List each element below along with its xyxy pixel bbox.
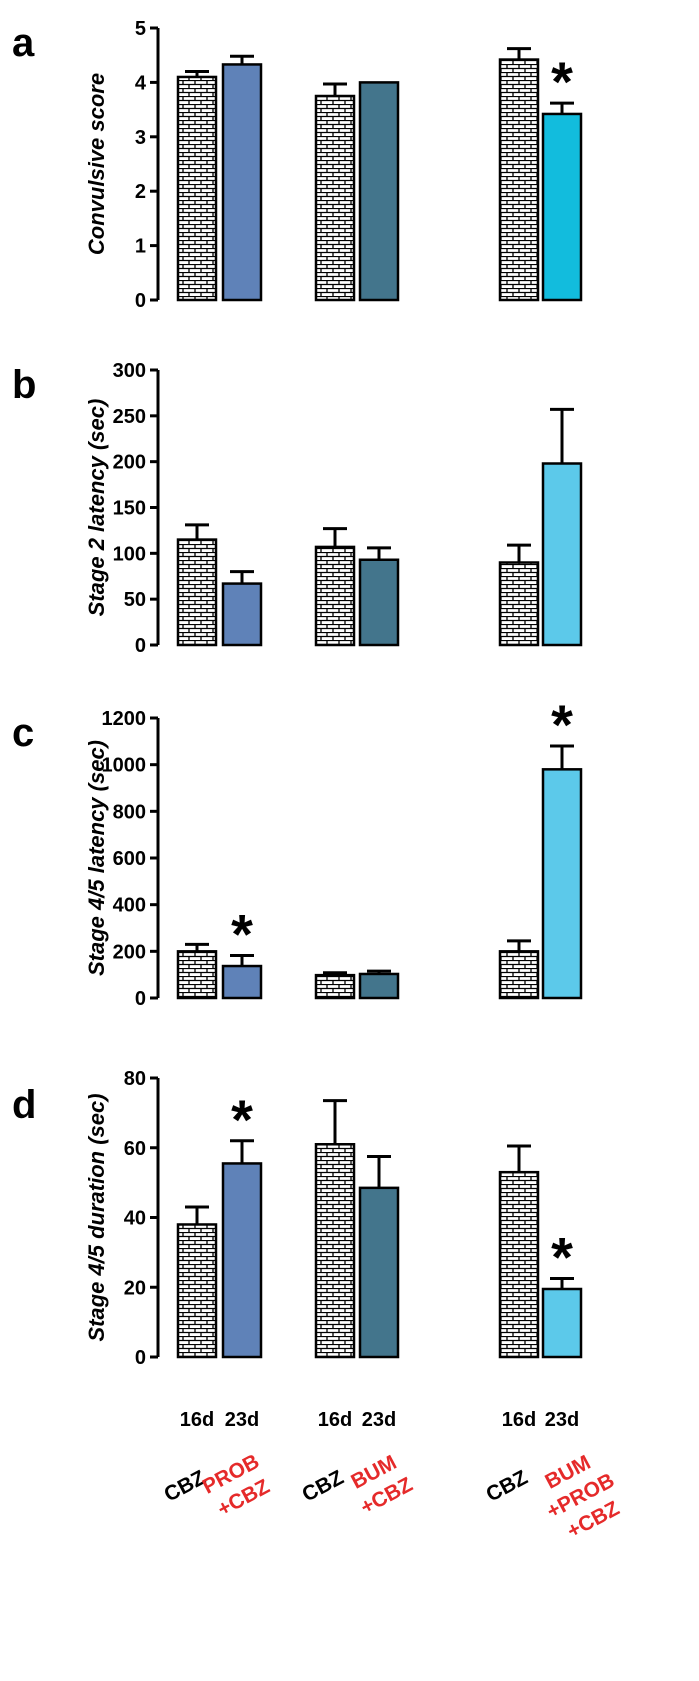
bar-16d — [314, 973, 356, 1000]
y-tick-label: 200 — [113, 452, 146, 474]
panel-c: c Stage 4/5 latency (sec) 0 200 400 600 800 100… — [12, 693, 583, 1010]
bar-23d — [358, 81, 400, 302]
day-label: 16d — [502, 1409, 536, 1431]
y-tick-label: 300 — [113, 360, 146, 382]
bar-23d — [358, 1186, 400, 1359]
bar-16d — [314, 1143, 356, 1359]
bar-16d — [498, 1170, 540, 1359]
y-tick-label: 4 — [135, 72, 147, 94]
y-tick-label: 1000 — [102, 755, 147, 777]
day-label: 16d — [318, 1409, 352, 1431]
panel-b: b Stage 2 latency (sec) 0 50 100 150 200 250 300 — [12, 360, 583, 657]
bar-16d — [176, 950, 218, 1000]
significance-star: * — [231, 1088, 253, 1151]
y-tick-label: 1200 — [102, 708, 147, 730]
panel-d: d Stage 4/5 duration (sec) 0 20 40 60 80 * * — [12, 1068, 583, 1369]
bar-16d — [498, 58, 540, 302]
significance-star: * — [551, 693, 573, 756]
bar-23d — [541, 1287, 583, 1359]
y-tick-label: 50 — [124, 589, 146, 611]
panel-a: a Convulsive score 0 1 2 3 4 5 * — [12, 18, 583, 312]
bar-23d — [541, 462, 583, 647]
y-axis-label: Convulsive score — [84, 73, 109, 255]
bar-23d — [221, 1162, 263, 1359]
y-axis-label: Stage 4/5 duration (sec) — [84, 1093, 109, 1341]
bar-16d — [314, 94, 356, 302]
y-tick-label: 800 — [113, 801, 146, 823]
y-tick-label: 1 — [135, 236, 146, 258]
bar-23d — [221, 964, 263, 1000]
y-tick-label: 40 — [124, 1208, 146, 1230]
y-axis-label: Stage 2 latency (sec) — [84, 399, 109, 617]
bar-23d — [358, 558, 400, 647]
y-tick-label: 150 — [113, 498, 146, 520]
bar-16d — [176, 1223, 218, 1359]
panel-letter: d — [12, 1083, 36, 1127]
y-tick-label: 200 — [113, 941, 146, 963]
panel-letter: a — [12, 21, 35, 65]
group-control-label: CBZ — [482, 1466, 531, 1507]
y-tick-label: 5 — [135, 18, 146, 40]
bar-23d — [358, 972, 400, 1000]
y-tick-label: 0 — [135, 290, 146, 312]
bar-16d — [498, 950, 540, 1000]
y-tick-label: 0 — [135, 635, 146, 657]
bar-16d — [176, 75, 218, 302]
significance-star: * — [551, 1226, 573, 1289]
day-label: 23d — [362, 1409, 396, 1431]
y-tick-label: 250 — [113, 406, 146, 428]
significance-star: * — [231, 903, 253, 966]
bar-16d — [314, 545, 356, 647]
group-treatment-label: PROB+CBZ — [199, 1450, 276, 1523]
bar-23d — [541, 768, 583, 1000]
bar-23d — [541, 112, 583, 302]
y-tick-label: 0 — [135, 988, 146, 1010]
y-tick-label: 400 — [113, 895, 146, 917]
y-tick-label: 600 — [113, 848, 146, 870]
significance-star: * — [551, 50, 573, 113]
bar-23d — [221, 582, 263, 647]
bar-23d — [221, 63, 263, 302]
bar-16d — [176, 538, 218, 647]
group-treatment-label: BUM+CBZ — [344, 1449, 417, 1519]
y-tick-label: 60 — [124, 1138, 146, 1160]
y-tick-label: 3 — [135, 127, 146, 149]
day-label: 23d — [225, 1409, 259, 1431]
y-tick-label: 100 — [113, 543, 146, 565]
y-tick-label: 80 — [124, 1068, 146, 1090]
y-tick-label: 2 — [135, 181, 146, 203]
bar-16d — [498, 561, 540, 647]
day-label: 16d — [180, 1409, 214, 1431]
y-axis-label: Stage 4/5 latency (sec) — [84, 740, 109, 976]
panel-letter: c — [12, 711, 34, 755]
y-tick-label: 0 — [135, 1347, 146, 1369]
y-tick-label: 20 — [124, 1277, 146, 1299]
group-control-label: CBZ — [298, 1466, 347, 1507]
day-label: 23d — [545, 1409, 579, 1431]
panel-letter: b — [12, 363, 36, 407]
group-treatment-label: BUM+PROB+CBZ — [530, 1445, 631, 1547]
